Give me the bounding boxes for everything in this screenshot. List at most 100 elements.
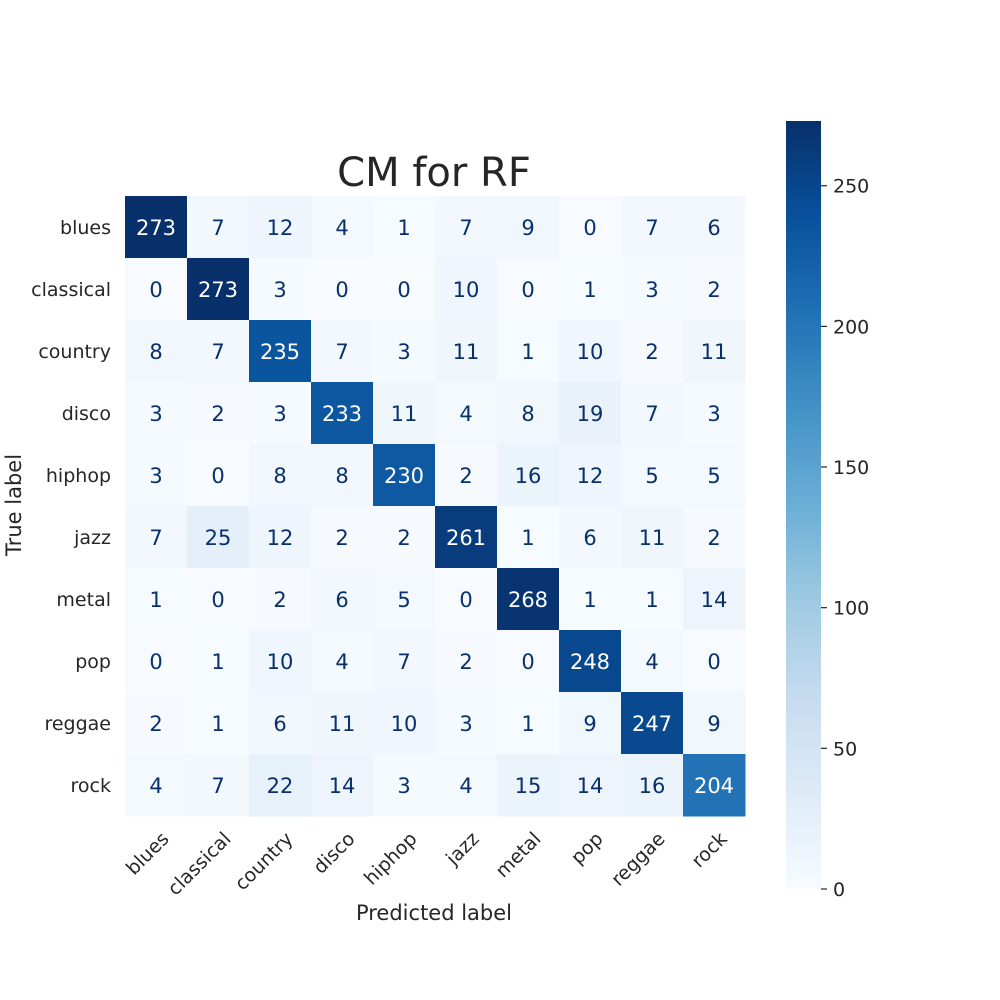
chart-title: CM for RF bbox=[337, 150, 531, 196]
cell-value-label: 9 bbox=[521, 216, 534, 240]
cell-value-label: 16 bbox=[515, 464, 542, 488]
cell-value-label: 3 bbox=[707, 402, 720, 426]
heatmap-cell bbox=[435, 444, 498, 507]
heatmap-cell bbox=[435, 692, 498, 755]
cell-value-label: 9 bbox=[583, 712, 596, 736]
cell-value-label: 6 bbox=[273, 712, 286, 736]
y-axis-label: True label bbox=[2, 454, 26, 557]
cell-value-label: 268 bbox=[508, 588, 548, 612]
heatmap-cell bbox=[435, 258, 498, 321]
heatmap-cell bbox=[249, 754, 312, 817]
cell-value-label: 8 bbox=[521, 402, 534, 426]
heatmap-cell bbox=[435, 506, 498, 569]
heatmap-cell bbox=[683, 382, 746, 445]
cell-value-label: 15 bbox=[515, 774, 542, 798]
cell-value-label: 0 bbox=[149, 650, 162, 674]
cell-value-label: 4 bbox=[459, 402, 472, 426]
heatmap-cell bbox=[497, 506, 560, 569]
cell-value-label: 7 bbox=[211, 216, 224, 240]
heatmap-cell bbox=[621, 382, 684, 445]
heatmap-cell bbox=[435, 196, 498, 259]
cell-value-label: 1 bbox=[149, 588, 162, 612]
cell-value-label: 0 bbox=[211, 588, 224, 612]
heatmap-cell bbox=[621, 754, 684, 817]
heatmap-cell bbox=[249, 506, 312, 569]
cell-value-label: 4 bbox=[459, 774, 472, 798]
heatmap-cell bbox=[187, 320, 250, 383]
cell-value-label: 6 bbox=[335, 588, 348, 612]
cell-value-label: 6 bbox=[583, 526, 596, 550]
cell-value-label: 0 bbox=[397, 278, 410, 302]
y-tick-label: blues bbox=[60, 217, 111, 239]
cell-value-label: 10 bbox=[267, 650, 294, 674]
colorbar-tick-label: 150 bbox=[833, 457, 869, 479]
cell-value-label: 3 bbox=[273, 278, 286, 302]
heatmap-cell bbox=[373, 630, 436, 693]
cell-value-label: 0 bbox=[521, 278, 534, 302]
cell-value-label: 230 bbox=[384, 464, 424, 488]
cell-value-label: 0 bbox=[521, 650, 534, 674]
x-tick-label: hiphop bbox=[360, 828, 422, 890]
y-tick-label: rock bbox=[71, 775, 111, 797]
cell-value-label: 204 bbox=[694, 774, 734, 798]
cell-value-label: 2 bbox=[149, 712, 162, 736]
heatmap-cell bbox=[125, 506, 188, 569]
cell-value-label: 3 bbox=[149, 464, 162, 488]
y-tick-label: jazz bbox=[73, 527, 111, 549]
cell-value-label: 7 bbox=[645, 216, 658, 240]
cell-value-label: 261 bbox=[446, 526, 486, 550]
heatmap-cell bbox=[435, 320, 498, 383]
heatmap-cell bbox=[683, 506, 746, 569]
heatmap-cell bbox=[621, 444, 684, 507]
cell-value-label: 8 bbox=[149, 340, 162, 364]
cell-value-label: 7 bbox=[645, 402, 658, 426]
heatmap-cell bbox=[559, 630, 622, 693]
heatmap-cell bbox=[683, 258, 746, 321]
x-tick-label: jazz bbox=[441, 828, 483, 870]
cell-value-label: 1 bbox=[645, 588, 658, 612]
cell-value-label: 3 bbox=[459, 712, 472, 736]
heatmap-cell bbox=[249, 320, 312, 383]
cell-value-label: 12 bbox=[267, 526, 294, 550]
heatmap-cell bbox=[311, 196, 374, 259]
heatmap-cell bbox=[311, 630, 374, 693]
heatmap-cell bbox=[559, 506, 622, 569]
cell-value-label: 2 bbox=[459, 650, 472, 674]
heatmap-cell bbox=[621, 568, 684, 631]
heatmap-cell bbox=[125, 444, 188, 507]
x-tick-label: metal bbox=[491, 828, 545, 882]
heatmap-cell bbox=[311, 444, 374, 507]
cell-value-label: 7 bbox=[459, 216, 472, 240]
y-tick-label: classical bbox=[31, 279, 111, 301]
heatmap-cell bbox=[311, 320, 374, 383]
heatmap-cell bbox=[249, 382, 312, 445]
heatmap-cell bbox=[311, 754, 374, 817]
cell-value-label: 11 bbox=[701, 340, 728, 364]
cell-value-label: 22 bbox=[267, 774, 294, 798]
heatmap-cell bbox=[373, 692, 436, 755]
cell-value-label: 1 bbox=[521, 340, 534, 364]
heatmap-cell bbox=[187, 568, 250, 631]
cell-value-label: 2 bbox=[211, 402, 224, 426]
y-tick-label: reggae bbox=[44, 713, 111, 735]
cell-value-label: 10 bbox=[453, 278, 480, 302]
cell-value-label: 1 bbox=[583, 588, 596, 612]
cell-value-label: 8 bbox=[273, 464, 286, 488]
heatmap-cell bbox=[373, 568, 436, 631]
heatmap-cell bbox=[621, 258, 684, 321]
y-tick-label: metal bbox=[56, 589, 111, 611]
heatmap-cell bbox=[249, 444, 312, 507]
heatmap-cell bbox=[559, 196, 622, 259]
heatmap-cell bbox=[373, 506, 436, 569]
heatmap-cell bbox=[683, 754, 746, 817]
heatmap-cell bbox=[683, 196, 746, 259]
heatmap-cell bbox=[559, 382, 622, 445]
cell-value-label: 2 bbox=[397, 526, 410, 550]
heatmap-cell bbox=[249, 630, 312, 693]
cell-value-label: 4 bbox=[645, 650, 658, 674]
cell-value-label: 12 bbox=[267, 216, 294, 240]
heatmap-cell bbox=[125, 754, 188, 817]
cell-value-label: 1 bbox=[521, 712, 534, 736]
heatmap-cell bbox=[497, 692, 560, 755]
